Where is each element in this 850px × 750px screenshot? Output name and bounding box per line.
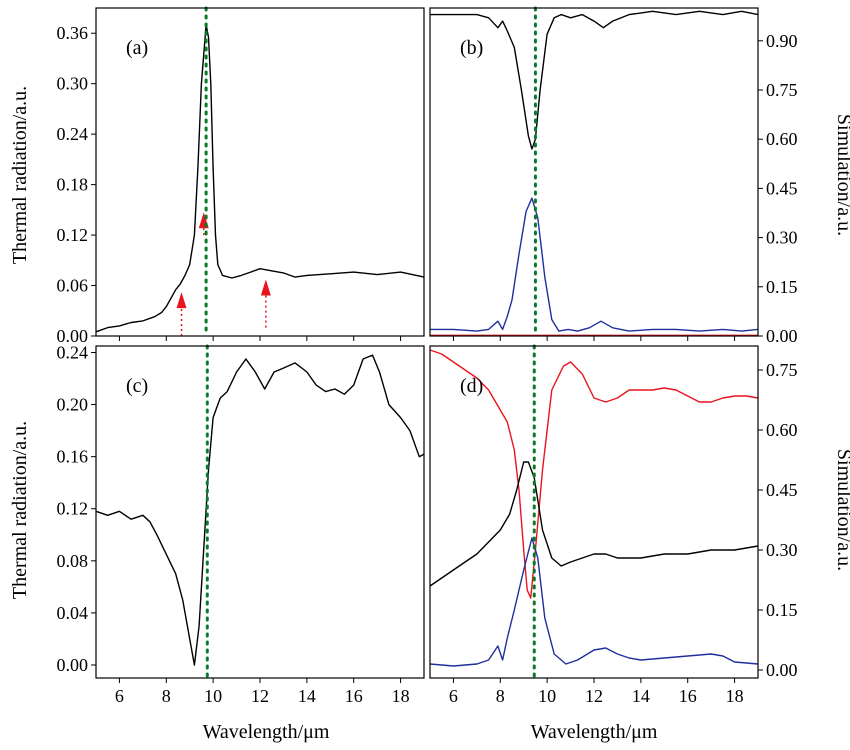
y-tick-label: 0.24 xyxy=(57,124,89,144)
y-tick-label: 0.24 xyxy=(57,343,89,363)
x-tick-label: 6 xyxy=(449,686,458,706)
x-tick-label: 12 xyxy=(585,686,603,706)
x-tick-label: 8 xyxy=(496,686,505,706)
panel-d: 6 8 10 12 14 16 18 0.00 0.15 0.30 0.45 0.60 0.75 (d) xyxy=(429,344,798,706)
y-tick-label: 0.36 xyxy=(57,23,89,43)
x-tick-label: 14 xyxy=(632,686,650,706)
y-tick-label: 0.00 xyxy=(766,660,798,680)
y-tick-label: 0.75 xyxy=(766,80,798,100)
x-axis-title: Wavelength/μm xyxy=(203,721,330,743)
series-line-2 xyxy=(429,461,759,587)
x-tick-label: 18 xyxy=(392,686,410,706)
y-axis-title-top-left: Thermal radiation/a.u. xyxy=(9,86,31,264)
series-line-1 xyxy=(430,10,759,150)
y-tick-label: 0.15 xyxy=(766,277,798,297)
y-tick-label: 0.04 xyxy=(57,603,89,623)
y-tick-label: 0.30 xyxy=(766,540,798,560)
y-axis-title-bottom-left: Thermal radiation/a.u. xyxy=(9,421,31,599)
panel-c: 6 8 10 12 14 16 18 0.00 0.04 0.08 0.12 0.16 0.20 0.24… xyxy=(57,343,425,706)
x-tick-label: 14 xyxy=(298,686,316,706)
x-tick-label: 12 xyxy=(251,686,269,706)
panel-tag: (c) xyxy=(126,375,148,397)
series-line-1 xyxy=(429,349,759,599)
arrow-head-3 xyxy=(260,279,271,296)
y-tick-label: 0.45 xyxy=(766,480,798,500)
panel-b: 0.00 0.15 0.30 0.45 0.60 0.75 0.90 (b) xyxy=(429,6,798,346)
series-line-1 xyxy=(95,24,425,333)
y-tick-label: 0.16 xyxy=(57,447,89,467)
x-tick-label: 10 xyxy=(538,686,556,706)
series-line-3 xyxy=(429,537,759,667)
y-axis-title-bottom-right: Simulation/a.u. xyxy=(833,449,850,571)
x-tick-label: 16 xyxy=(679,686,697,706)
y-tick-label: 0.08 xyxy=(57,551,89,571)
panel-tag: (b) xyxy=(460,37,483,59)
y-tick-label: 0.12 xyxy=(57,499,89,519)
panel-tag: (a) xyxy=(126,37,148,59)
y-tick-label: 0.00 xyxy=(57,655,89,675)
y-tick-label: 0.06 xyxy=(57,276,89,296)
series-line-2 xyxy=(430,197,759,332)
panel-a: 0.00 0.06 0.12 0.18 0.24 0.30 0.36 (a) xyxy=(57,6,425,346)
y-tick-label: 0.12 xyxy=(57,225,89,245)
x-axis-title-right: Wavelength/μm xyxy=(531,721,658,743)
y-tick-label: 0.90 xyxy=(766,31,798,51)
x-tick-label: 6 xyxy=(115,686,124,706)
chart-panels: 0.000.060.120.180.240.300.36(a)0.000.150… xyxy=(57,6,798,706)
panel-tag: (d) xyxy=(460,375,483,397)
y-tick-label: 0.00 xyxy=(766,326,798,346)
y-tick-label: 0.20 xyxy=(57,395,89,415)
y-tick-label: 0.75 xyxy=(766,360,798,380)
series-line-1 xyxy=(95,354,425,666)
y-tick-label: 0.18 xyxy=(57,175,89,195)
x-tick-label: 10 xyxy=(204,686,222,706)
y-tick-label: 0.00 xyxy=(57,326,89,346)
arrow-head-1 xyxy=(176,292,187,309)
y-tick-label: 0.45 xyxy=(766,178,798,198)
y-tick-label: 0.60 xyxy=(766,129,798,149)
x-tick-label: 8 xyxy=(162,686,171,706)
y-tick-label: 0.30 xyxy=(766,228,798,248)
y-tick-label: 0.60 xyxy=(766,420,798,440)
x-tick-label: 18 xyxy=(726,686,744,706)
y-tick-label: 0.30 xyxy=(57,74,89,94)
y-tick-label: 0.15 xyxy=(766,600,798,620)
y-axis-title-top-right: Simulation/a.u. xyxy=(833,114,850,236)
x-tick-label: 16 xyxy=(345,686,363,706)
